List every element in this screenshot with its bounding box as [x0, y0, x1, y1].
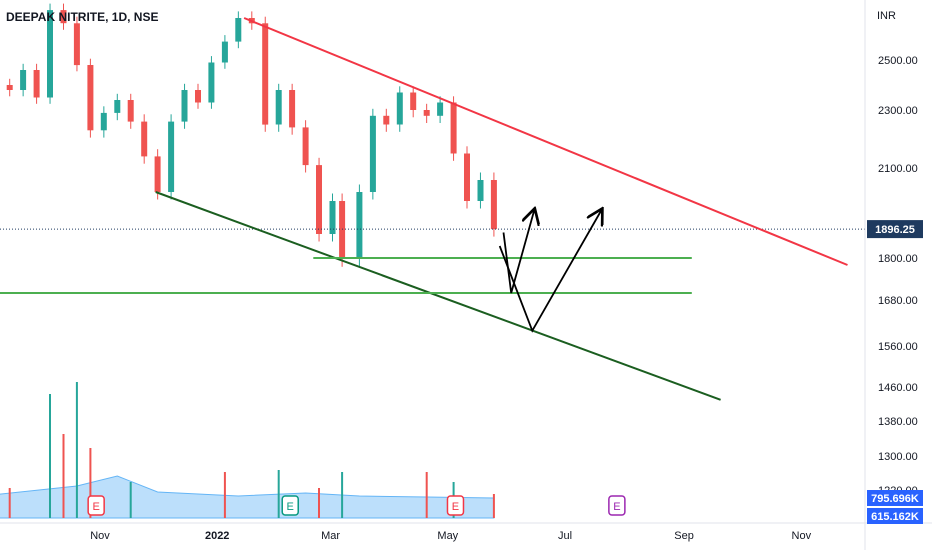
earnings-marker-label: E	[452, 501, 459, 513]
price-tick-label: 1380.00	[878, 416, 918, 428]
candle-body	[262, 23, 269, 125]
projection-path[interactable]	[498, 210, 602, 333]
candle-body	[195, 90, 201, 103]
volume-ma-area	[0, 475, 495, 519]
volume-bar	[277, 470, 280, 518]
price-tick-label: 1560.00	[878, 341, 918, 353]
volume-bar	[89, 448, 92, 518]
candle-body	[477, 180, 484, 201]
candle-body	[6, 85, 13, 90]
candle-body	[437, 102, 444, 116]
volume-bar	[318, 488, 320, 518]
candle-body	[33, 70, 40, 98]
earnings-marker[interactable]: E	[281, 495, 299, 516]
earnings-marker[interactable]: E	[87, 495, 105, 516]
volume-tag-label: 795.696K	[871, 493, 919, 505]
volume-tag	[867, 508, 923, 524]
time-tick-label: Sep	[674, 530, 694, 542]
candle-body	[450, 102, 457, 154]
volume-tag	[867, 490, 923, 506]
price-tick-label: 2100.00	[878, 163, 918, 175]
price-tick-label: 1800.00	[878, 253, 918, 265]
time-tick-label: 2022	[205, 530, 229, 542]
volume-bar	[341, 472, 344, 518]
candle-body	[410, 92, 417, 110]
volume-tag-label: 615.162K	[871, 511, 919, 523]
earnings-marker-label: E	[613, 501, 620, 513]
candle-body	[141, 121, 148, 157]
price-tick-label: 2300.00	[878, 105, 918, 117]
candle-body	[181, 90, 188, 122]
earnings-marker[interactable]: E	[608, 495, 626, 516]
price-tick-label: 1460.00	[878, 382, 918, 394]
volume-bar	[129, 482, 132, 518]
support-trendline[interactable]	[155, 191, 721, 401]
volume-bar	[425, 472, 428, 518]
earnings-marker[interactable]: E	[446, 495, 465, 516]
candle-body	[100, 112, 107, 131]
candle-body	[60, 10, 67, 24]
volume-bar	[62, 434, 65, 518]
candle-body	[302, 127, 309, 166]
candle-body	[316, 165, 322, 234]
candle-body	[369, 115, 376, 192]
time-tick-label: May	[437, 530, 458, 542]
last-price-tag	[867, 220, 923, 239]
symbol-title: DEEPAK NITRITE, 1D, NSE	[6, 10, 159, 24]
time-tick-label: Jul	[558, 530, 572, 542]
last-price-label: 1896.25	[875, 224, 915, 236]
price-tick-label: 2500.00	[878, 55, 918, 67]
candle-body	[127, 100, 134, 122]
candle-body	[47, 10, 53, 98]
earnings-marker-label: E	[287, 501, 294, 513]
candle-body	[396, 92, 403, 125]
volume-bar	[49, 394, 51, 518]
candle-body	[154, 156, 161, 192]
resistance-trendline[interactable]	[243, 17, 848, 266]
candle-body	[289, 90, 296, 128]
candle-body	[168, 121, 175, 192]
volume-bar	[492, 494, 495, 518]
projection-path[interactable]	[502, 210, 535, 294]
time-tick-label: Mar	[321, 530, 340, 542]
time-tick-label: Nov	[792, 530, 812, 542]
candle-body	[235, 18, 242, 42]
price-tick-label: 1680.00	[878, 295, 918, 307]
time-tick-label: Nov	[90, 530, 110, 542]
candle-body	[208, 62, 215, 103]
candle-body	[356, 192, 363, 258]
candle-body	[464, 153, 470, 201]
volume-bar	[75, 382, 78, 518]
volume-bar	[223, 472, 226, 518]
candle-body	[221, 41, 228, 63]
candle-body	[329, 201, 336, 234]
candle-body	[275, 90, 282, 125]
candle-body	[87, 65, 94, 131]
price-tick-label: 1300.00	[878, 451, 918, 463]
candle-body	[73, 23, 80, 66]
candle-body	[490, 180, 497, 230]
candle-body	[383, 115, 390, 125]
candle-body	[20, 70, 27, 90]
earnings-marker-label: E	[92, 501, 99, 513]
volume-bar	[8, 488, 11, 518]
candle-body	[423, 110, 430, 116]
currency-label: INR	[877, 10, 896, 22]
candle-body	[114, 100, 121, 113]
